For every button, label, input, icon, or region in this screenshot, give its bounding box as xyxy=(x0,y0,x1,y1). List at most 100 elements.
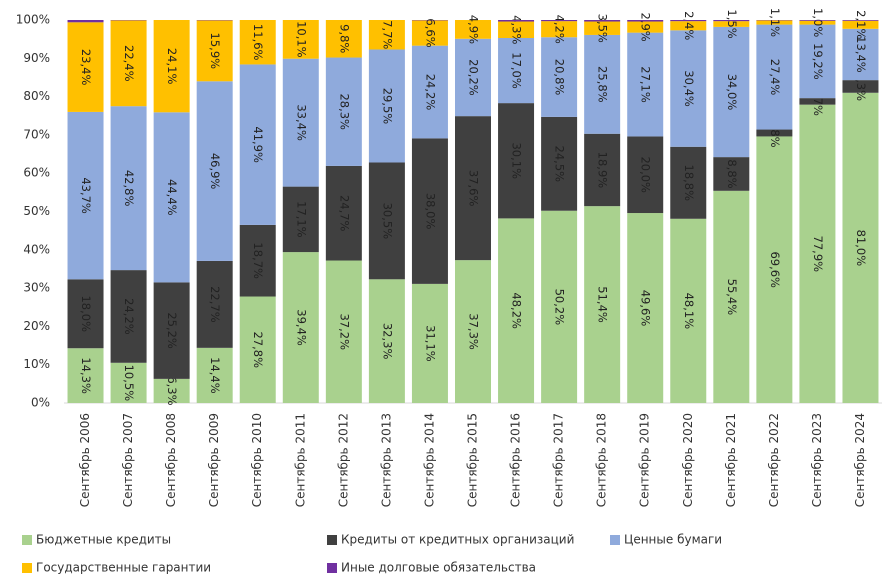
value-label: 19,2% xyxy=(811,43,825,80)
value-label: 18,7% xyxy=(251,242,265,279)
x-tick-label: Сентябрь 2018 xyxy=(595,413,609,507)
bar-segment xyxy=(368,49,405,163)
bar-segment xyxy=(799,20,836,25)
bar-segment xyxy=(584,133,621,207)
legend-label: Ценные бумаги xyxy=(624,533,722,547)
value-label: 33,4% xyxy=(294,104,308,141)
value-label: 10,5% xyxy=(122,365,136,402)
value-label: 30,4% xyxy=(682,70,696,107)
value-label: 27,4% xyxy=(768,59,782,96)
value-label: 31,1% xyxy=(423,325,437,362)
value-label: 22,4% xyxy=(122,45,136,82)
bar-segment xyxy=(153,20,190,113)
x-tick-label: Сентябрь 2007 xyxy=(121,413,135,507)
x-tick-label: Сентябрь 2024 xyxy=(853,413,867,507)
value-label: 23,4% xyxy=(79,49,93,86)
bar-segment xyxy=(627,136,664,214)
value-label: 2,1% xyxy=(854,10,868,39)
bar-segment xyxy=(498,20,535,22)
bar-segment xyxy=(196,81,233,261)
bar-segment xyxy=(282,252,319,403)
bar-segment xyxy=(713,190,750,403)
value-label: 41,9% xyxy=(251,126,265,163)
bar-segment xyxy=(799,104,836,403)
value-label: 7,7% xyxy=(380,20,394,49)
value-label: 2,9% xyxy=(639,12,653,41)
bar-segment xyxy=(756,136,793,403)
y-tick-label: 30% xyxy=(23,281,50,295)
value-label: 4,2% xyxy=(553,15,567,44)
x-tick-label: Сентябрь 2021 xyxy=(724,413,738,507)
bar-segment xyxy=(196,347,233,403)
bar-segment xyxy=(670,30,707,147)
bar-segment xyxy=(756,24,793,130)
value-label: 69,6% xyxy=(768,251,782,288)
value-label: 18,0% xyxy=(79,295,93,332)
bar-segment xyxy=(541,20,578,22)
legend-swatch xyxy=(610,535,620,545)
bar-segment xyxy=(196,260,233,348)
bar-segment xyxy=(239,296,276,403)
bar-segment xyxy=(627,32,664,137)
bar-segment xyxy=(455,38,491,117)
bar-segment xyxy=(455,20,491,39)
value-label: 24,7% xyxy=(337,195,351,232)
y-tick-label: 20% xyxy=(23,319,50,333)
bar-segment xyxy=(842,20,879,29)
bar-segment xyxy=(110,20,147,107)
y-tick-label: 100% xyxy=(16,13,50,27)
bar-segment xyxy=(282,20,319,59)
y-tick-label: 10% xyxy=(23,357,50,371)
y-tick-label: 60% xyxy=(23,166,50,180)
bar-segment xyxy=(325,57,362,166)
x-tick-label: Сентябрь 2006 xyxy=(78,413,92,507)
value-label: 20,0% xyxy=(639,156,653,193)
legend-label: Бюджетные кредиты xyxy=(36,533,171,547)
bar-segment xyxy=(67,22,104,112)
bar-segment xyxy=(153,378,190,403)
y-tick-label: 80% xyxy=(23,89,50,103)
bar-segment xyxy=(239,224,276,297)
value-label: 39,4% xyxy=(294,309,308,346)
value-label: 24,5% xyxy=(553,146,567,183)
x-tick-label: Сентябрь 2019 xyxy=(638,413,652,507)
bar-segment xyxy=(282,58,319,187)
bar-segment xyxy=(282,186,319,253)
x-tick-label: Сентябрь 2023 xyxy=(810,413,824,507)
y-tick-label: 50% xyxy=(23,204,50,218)
bar-segment xyxy=(455,116,491,261)
value-label: 37,2% xyxy=(337,313,351,350)
bar-segment xyxy=(842,20,879,21)
value-label: 50,2% xyxy=(553,289,567,326)
bar-segment xyxy=(670,20,707,22)
bar-segment xyxy=(325,165,362,261)
value-label: 9,8% xyxy=(337,24,351,53)
bar-segment xyxy=(713,21,750,27)
value-label: 25,2% xyxy=(165,312,179,349)
bar-segment xyxy=(713,20,750,22)
value-label: 28,3% xyxy=(337,93,351,130)
value-label: 3,5% xyxy=(596,14,610,43)
value-label: 22,7% xyxy=(208,286,222,323)
bar-segment xyxy=(110,270,147,363)
bar-segment xyxy=(411,45,448,139)
bar-segment xyxy=(196,20,233,82)
value-label: 30,5% xyxy=(380,203,394,240)
value-label: 24,2% xyxy=(423,74,437,111)
legend-label: Кредиты от кредитных организаций xyxy=(341,533,574,547)
bar-segment xyxy=(584,21,621,35)
legend-label: Государственные гарантии xyxy=(36,561,211,575)
value-label: 46,9% xyxy=(208,153,222,190)
bar-segment xyxy=(67,348,104,403)
value-label: 6,3% xyxy=(165,376,179,405)
value-label: 11,6% xyxy=(251,24,265,61)
bar-segment xyxy=(713,26,750,158)
value-label: 81,0% xyxy=(854,230,868,267)
bar-segment xyxy=(411,20,448,46)
value-label: 30,1% xyxy=(510,142,524,179)
value-label: 10,1% xyxy=(294,21,308,58)
value-label: 2,4% xyxy=(682,11,696,40)
value-label: 17,1% xyxy=(294,201,308,238)
value-label: 43,7% xyxy=(79,177,93,214)
bar-segment xyxy=(541,21,578,38)
